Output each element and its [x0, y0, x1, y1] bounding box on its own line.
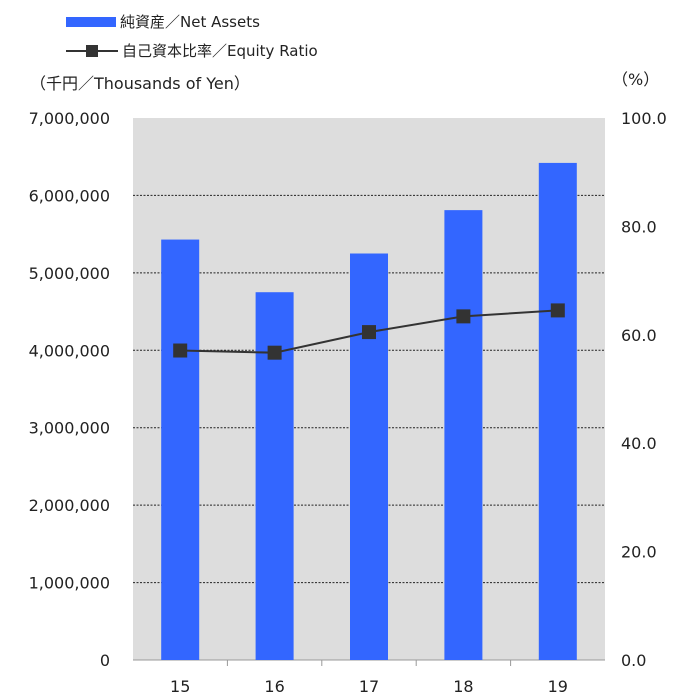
x-tick-label: 15 [170, 677, 190, 694]
legend-bar-swatch [66, 16, 116, 27]
legend-net-assets-label: 純資産／Net Assets [120, 13, 260, 31]
right-tick-label: 100.0 [621, 109, 667, 128]
legend-equity-ratio-label: 自己資本比率／Equity Ratio [122, 42, 318, 60]
right-tick-label: 20.0 [621, 543, 657, 562]
right-tick-label: 80.0 [621, 217, 657, 236]
left-tick-label: 6,000,000 [29, 186, 110, 205]
right-tick-label: 40.0 [621, 434, 657, 453]
equity-ratio-marker [362, 325, 376, 340]
right-tick-label: 60.0 [621, 326, 657, 345]
legend-net-assets: 純資産／Net Assets [66, 11, 260, 32]
bar-net-assets [350, 253, 388, 660]
left-tick-label: 4,000,000 [29, 341, 110, 360]
left-tick-label: 5,000,000 [29, 264, 110, 283]
x-tick-label: 18 [453, 677, 473, 694]
x-tick-label: 19 [548, 677, 568, 694]
equity-ratio-marker [267, 345, 282, 360]
left-tick-label: 3,000,000 [29, 419, 110, 438]
left-axis-unit: （千円／Thousands of Yen） [30, 74, 250, 93]
right-tick-label: 0.0 [621, 651, 646, 670]
left-tick-label: 1,000,000 [29, 574, 110, 593]
equity-ratio-marker [173, 343, 188, 358]
legend-line-swatch [66, 44, 118, 58]
bar-net-assets [538, 162, 577, 660]
right-axis-unit: （%） [612, 70, 660, 89]
equity-ratio-marker [550, 303, 565, 318]
bar-net-assets [161, 239, 200, 660]
left-tick-label: 7,000,000 [29, 109, 110, 128]
left-tick-label: 0 [100, 651, 110, 670]
x-tick-label: 16 [264, 677, 284, 694]
legend-equity-ratio: 自己資本比率／Equity Ratio [66, 40, 318, 61]
bar-net-assets [444, 210, 483, 660]
equity-ratio-marker [456, 309, 471, 324]
x-tick-label: 17 [359, 677, 379, 694]
left-tick-label: 2,000,000 [29, 496, 110, 515]
